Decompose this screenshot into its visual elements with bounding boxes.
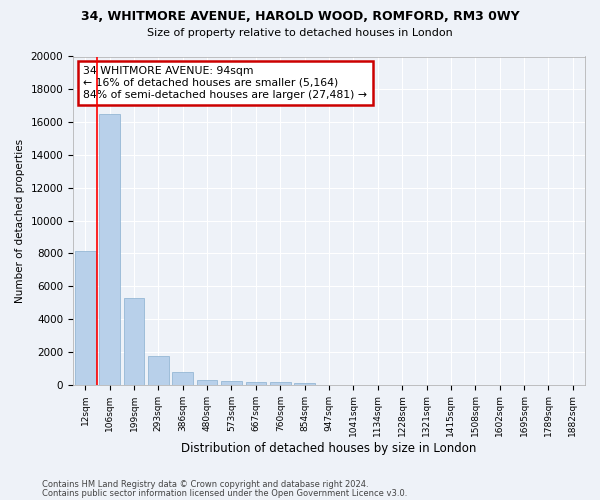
Text: Contains public sector information licensed under the Open Government Licence v3: Contains public sector information licen… (42, 490, 407, 498)
Bar (124, 298, 145, 384)
Bar (270, 382, 290, 384)
Bar (75, 251, 95, 384)
X-axis label: Distribution of detached houses by size in London: Distribution of detached houses by size … (181, 442, 477, 455)
Bar (197, 380, 217, 384)
Text: Size of property relative to detached houses in London: Size of property relative to detached ho… (147, 28, 453, 38)
Bar (221, 382, 242, 384)
Bar (148, 356, 169, 384)
Bar (99, 114, 120, 384)
Text: 34, WHITMORE AVENUE, HAROLD WOOD, ROMFORD, RM3 0WY: 34, WHITMORE AVENUE, HAROLD WOOD, ROMFOR… (80, 10, 520, 23)
Text: 34 WHITMORE AVENUE: 94sqm
← 16% of detached houses are smaller (5,164)
84% of se: 34 WHITMORE AVENUE: 94sqm ← 16% of detac… (83, 66, 367, 100)
Bar (172, 372, 193, 384)
Text: Contains HM Land Registry data © Crown copyright and database right 2024.: Contains HM Land Registry data © Crown c… (42, 480, 368, 489)
Bar (245, 382, 266, 384)
Bar (294, 382, 315, 384)
Y-axis label: Number of detached properties: Number of detached properties (15, 138, 25, 302)
